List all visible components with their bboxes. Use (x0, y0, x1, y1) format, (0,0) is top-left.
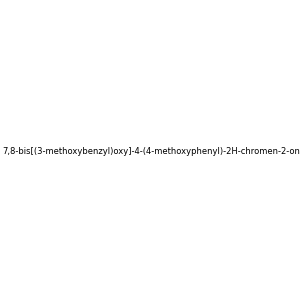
Text: 7,8-bis[(3-methoxybenzyl)oxy]-4-(4-methoxyphenyl)-2H-chromen-2-one: 7,8-bis[(3-methoxybenzyl)oxy]-4-(4-metho… (2, 147, 300, 156)
